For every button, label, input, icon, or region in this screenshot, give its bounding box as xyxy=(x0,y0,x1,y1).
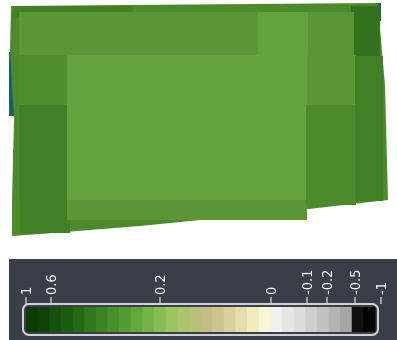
ndvi-map xyxy=(9,3,388,236)
legend-swatch xyxy=(142,307,155,332)
legend-tick-label: 0.2 xyxy=(154,274,169,295)
legend-swatch xyxy=(258,307,271,332)
legend-swatch xyxy=(305,307,318,332)
legend-tick-label: 0.6 xyxy=(45,274,60,295)
legend-swatch xyxy=(235,307,248,332)
legend-swatch xyxy=(188,307,201,332)
legend-swatch xyxy=(340,307,353,332)
legend-swatch xyxy=(212,307,225,332)
legend-swatch xyxy=(293,307,306,332)
legend-swatch xyxy=(200,307,213,332)
legend-swatch xyxy=(107,307,120,332)
legend-tick-label: -0.5 xyxy=(349,270,364,295)
legend-swatch xyxy=(60,307,74,332)
field-zone-lower xyxy=(355,56,383,201)
legend-tick-label: -0.1 xyxy=(301,270,316,295)
legend-bar-frame xyxy=(22,303,379,336)
legend-swatch xyxy=(95,307,108,332)
field-edge-strip xyxy=(20,200,70,233)
legend-swatch xyxy=(351,307,364,332)
field-edge-strip xyxy=(351,6,380,56)
field-zone-mid xyxy=(19,55,67,105)
legend-swatch xyxy=(72,307,85,332)
legend-tick-label: -1 xyxy=(375,282,390,295)
legend-swatch xyxy=(119,307,132,332)
legend-swatch xyxy=(84,307,97,332)
legend-swatch xyxy=(270,307,283,332)
field-zone-center-edge xyxy=(67,200,307,220)
legend-scale: 1 0.6 0.2 0 -0.1 -0.2 -0.5 -1 xyxy=(20,270,390,336)
legend-swatch xyxy=(328,307,341,332)
field-zone-mid xyxy=(306,55,356,105)
field-zone-light xyxy=(258,12,308,55)
legend-swatch xyxy=(153,307,167,332)
legend-tick-label: 1 xyxy=(20,287,35,295)
field-zone-lower xyxy=(306,105,356,205)
legend-swatch xyxy=(26,307,39,332)
legend-swatch xyxy=(316,307,329,332)
legend-tick-label: -0.2 xyxy=(321,270,336,295)
legend-swatch xyxy=(281,307,295,332)
color-legend: 1 0.6 0.2 0 -0.1 -0.2 -0.5 -1 xyxy=(9,259,397,340)
field-zone-center xyxy=(67,55,307,203)
legend-swatch xyxy=(247,307,260,332)
legend-swatch xyxy=(223,307,236,332)
legend-tick-label: 0 xyxy=(265,287,280,295)
legend-swatch xyxy=(130,307,143,332)
legend-swatch xyxy=(165,307,178,332)
legend-swatch xyxy=(49,307,62,332)
legend-swatch xyxy=(177,307,190,332)
legend-swatch xyxy=(37,307,50,332)
legend-swatch xyxy=(363,307,376,332)
field-zone-lower xyxy=(19,105,67,201)
